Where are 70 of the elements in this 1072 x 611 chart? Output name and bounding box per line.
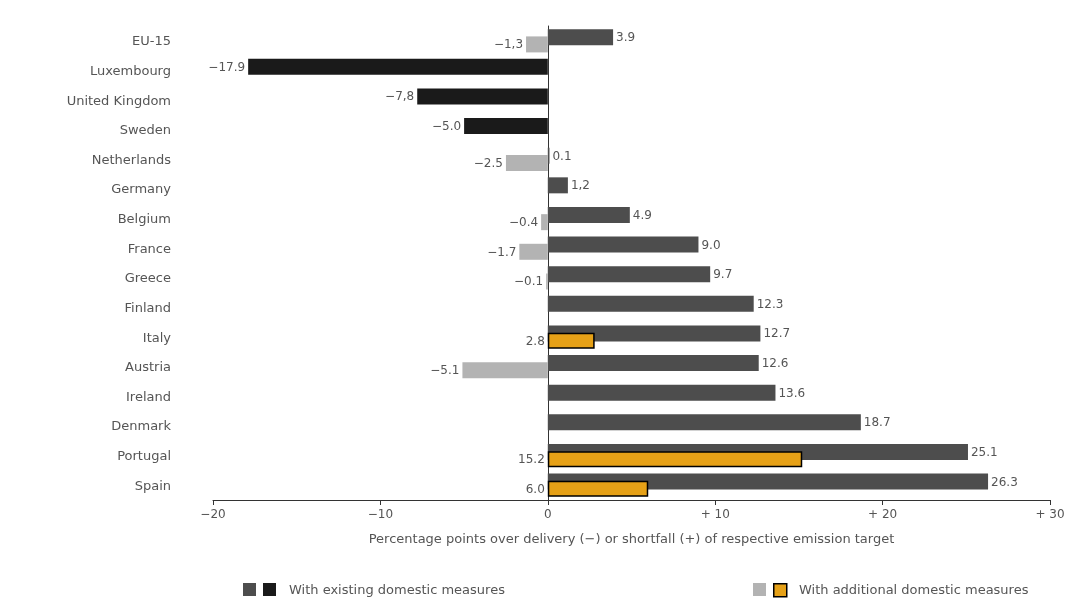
bar xyxy=(519,243,548,260)
bar xyxy=(248,58,548,75)
bar xyxy=(547,451,803,468)
y-tick-label: Luxembourg xyxy=(89,62,171,78)
data-label: 9.0 xyxy=(701,237,721,252)
data-label: 15.2 xyxy=(518,452,545,467)
bar xyxy=(547,236,699,253)
legend-label: With existing domestic measures xyxy=(289,582,506,597)
data-label: 6.0 xyxy=(525,481,545,496)
y-tick-label: Italy xyxy=(142,329,172,345)
data-label: −2.5 xyxy=(473,155,503,170)
x-tick-label: + 30 xyxy=(1035,507,1065,521)
data-label: 2.8 xyxy=(525,333,545,348)
data-label: −0.4 xyxy=(508,215,539,230)
x-axis-title: Percentage points over delivery (−) or shortfall (+) of respective emission target xyxy=(368,531,895,546)
data-label: −7,8 xyxy=(385,89,415,104)
bar xyxy=(547,355,759,372)
bar xyxy=(417,88,548,105)
data-label: 9.7 xyxy=(713,267,733,282)
x-tick-label: + 20 xyxy=(868,507,898,521)
bar xyxy=(547,29,614,46)
bar xyxy=(464,118,548,135)
y-tick-label: Spain xyxy=(134,477,171,493)
data-label: 1,2 xyxy=(570,178,590,193)
bar xyxy=(547,206,630,223)
x-tick-label: −20 xyxy=(200,507,226,521)
y-tick-label: Austria xyxy=(125,359,171,375)
data-label: −5.0 xyxy=(431,119,462,134)
data-label: 3.9 xyxy=(616,30,636,45)
bar xyxy=(547,384,776,401)
bar xyxy=(526,36,548,53)
y-tick-label: Finland xyxy=(124,299,171,315)
y-tick-label: United Kingdom xyxy=(66,92,171,108)
data-label: 12.7 xyxy=(763,326,791,341)
data-label: −1,3 xyxy=(493,37,524,52)
y-tick-label: France xyxy=(127,240,171,256)
data-label: 18.7 xyxy=(863,415,891,430)
data-label: −1.7 xyxy=(487,244,517,259)
legend-label: With additional domestic measures xyxy=(799,582,1029,597)
data-label: 13.6 xyxy=(778,385,806,400)
y-tick-label: Sweden xyxy=(119,122,171,138)
x-tick-label: + 10 xyxy=(700,507,730,521)
bar xyxy=(547,480,649,497)
bar xyxy=(547,295,754,312)
data-label: 25.1 xyxy=(970,444,998,459)
bar xyxy=(547,414,861,431)
y-tick-label: Germany xyxy=(111,181,172,197)
data-label: 4.9 xyxy=(632,207,652,222)
data-label: 12.6 xyxy=(761,356,789,371)
y-tick-label: Denmark xyxy=(111,418,172,434)
data-label: 26.3 xyxy=(991,474,1018,489)
data-label: −5.1 xyxy=(430,363,460,378)
y-tick-label: Ireland xyxy=(126,388,171,404)
x-tick-label: −10 xyxy=(367,507,394,521)
y-tick-label: Portugal xyxy=(117,448,171,464)
data-label: 12.3 xyxy=(756,296,784,311)
bar xyxy=(547,332,595,349)
y-tick-label: Netherlands xyxy=(91,151,172,167)
data-label: −0.1 xyxy=(513,274,544,289)
x-tick-label: 0 xyxy=(543,507,552,521)
y-tick-label: EU-15 xyxy=(132,33,171,49)
bar xyxy=(462,362,548,379)
data-label: −17.9 xyxy=(208,59,246,74)
y-tick-label: Greece xyxy=(124,270,171,286)
bar xyxy=(547,266,711,283)
bar xyxy=(547,177,568,194)
bar xyxy=(505,154,548,171)
y-tick-label: Belgium xyxy=(117,211,171,227)
data-label: 0.1 xyxy=(552,148,572,163)
bar xyxy=(541,214,548,231)
